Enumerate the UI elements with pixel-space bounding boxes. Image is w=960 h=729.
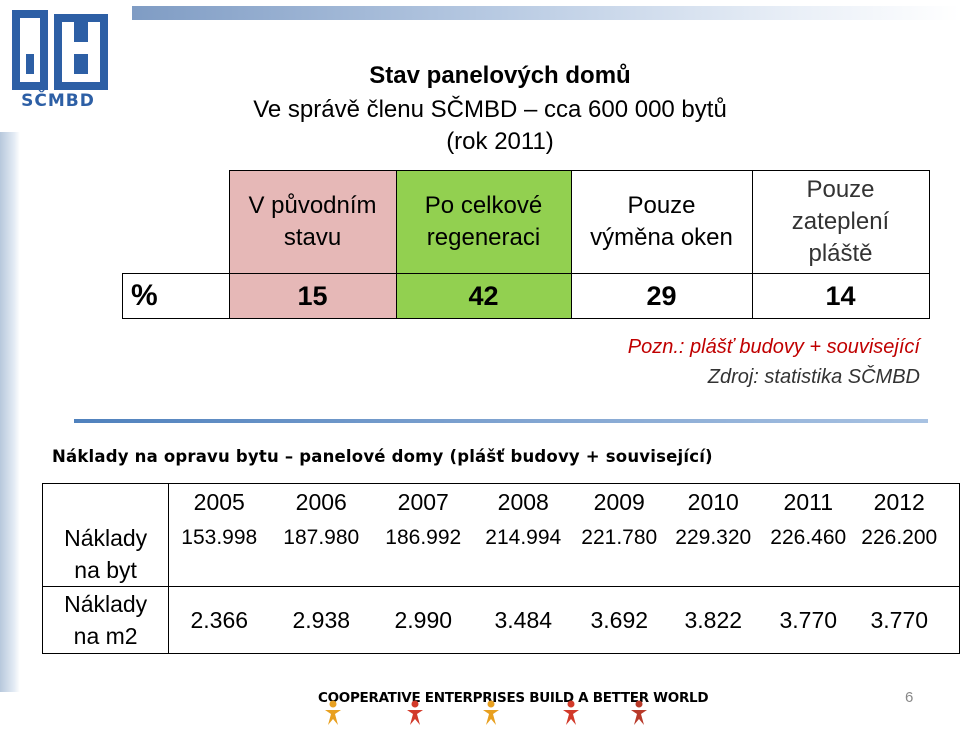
cost-per-m2-cell: 2.366 bbox=[190, 607, 249, 633]
row-label-per-flat: Náklady na byt bbox=[41, 520, 170, 587]
header-original-state: V původním stavu bbox=[228, 170, 397, 274]
cost-per-flat-cell: 186.992 bbox=[385, 526, 462, 549]
costs-row-per-m2: Náklady na m2 2.366 2.938 2.990 3.484 3.692 3… bbox=[41, 586, 960, 654]
costs-title: Náklady na opravu bytu – panelové domy (… bbox=[52, 447, 713, 466]
source-text: Zdroj: statistika SČMBD bbox=[707, 366, 920, 388]
costs-row-per-flat: Náklady na byt 153.998 187.980 186.992 214.… bbox=[41, 520, 960, 587]
costs-years-row: 2005 2006 2007 2008 2009 2010 2011 2012 bbox=[41, 483, 960, 520]
years-cell: 2005 2006 2007 2008 2009 2010 2011 2012 bbox=[168, 483, 960, 520]
cost-per-flat-cell: 229.320 bbox=[675, 526, 752, 549]
year-cell: 2008 bbox=[497, 489, 549, 515]
page-year: (rok 2011) bbox=[446, 128, 554, 155]
status-value-row: % 15 42 29 14 bbox=[122, 273, 930, 319]
percent-label: % bbox=[122, 273, 230, 319]
year-cell: 2010 bbox=[687, 489, 739, 515]
year-cell: 2006 bbox=[295, 489, 347, 515]
values-per-flat-list: 153.998 187.980 186.992 214.994 221.780 229.3… bbox=[169, 520, 959, 556]
year-cell: 2007 bbox=[397, 489, 449, 515]
person-figure-icon bbox=[325, 700, 341, 725]
value-full-regeneration: 42 bbox=[395, 273, 572, 319]
header-window-replacement: Pouze výměna oken bbox=[570, 170, 753, 274]
cost-per-m2-cell: 3.770 bbox=[779, 607, 838, 633]
value-original-state: 15 bbox=[228, 273, 397, 319]
years-label-cell bbox=[41, 483, 170, 520]
cost-per-flat-cell: 187.980 bbox=[283, 526, 360, 549]
cost-per-flat-cell: 226.460 bbox=[770, 526, 847, 549]
year-cell: 2012 bbox=[873, 489, 925, 515]
top-decorative-bar bbox=[132, 6, 960, 20]
status-table: V původním stavu Po celkové regeneraci P… bbox=[122, 170, 930, 319]
cost-per-flat-cell: 214.994 bbox=[485, 526, 562, 549]
page-number: 6 bbox=[905, 689, 914, 706]
header-insulation: Pouze zateplení pláště bbox=[751, 170, 930, 274]
left-decorative-strip bbox=[0, 132, 20, 692]
year-cell: 2005 bbox=[193, 489, 245, 515]
value-window-replacement: 29 bbox=[570, 273, 753, 319]
cost-per-m2-cell: 3.484 bbox=[494, 607, 553, 633]
years-list: 2005 2006 2007 2008 2009 2010 2011 2012 bbox=[169, 484, 959, 520]
page-title: Stav panelových domů bbox=[369, 62, 631, 89]
section-divider bbox=[74, 419, 928, 423]
cost-per-flat-cell: 221.780 bbox=[581, 526, 658, 549]
header-full-regeneration: Po celkové regeneraci bbox=[395, 170, 572, 274]
values-per-m2-list: 2.366 2.938 2.990 3.484 3.692 3.822 3.770 3.770 bbox=[169, 595, 959, 645]
empty-corner-cell bbox=[122, 170, 230, 274]
cost-per-m2-cell: 3.770 bbox=[870, 607, 929, 633]
cost-per-m2-cell: 2.938 bbox=[292, 607, 351, 633]
person-figure-icon bbox=[407, 700, 423, 725]
cost-per-m2-cell: 3.822 bbox=[684, 607, 743, 633]
values-per-m2-cell: 2.366 2.938 2.990 3.484 3.692 3.822 3.770 3.770 bbox=[168, 586, 960, 654]
status-header-row: V původním stavu Po celkové regeneraci P… bbox=[122, 170, 930, 274]
cost-per-m2-cell: 2.990 bbox=[394, 607, 453, 633]
cost-per-m2-cell: 3.692 bbox=[590, 607, 649, 633]
cost-per-flat-cell: 153.998 bbox=[181, 526, 258, 549]
note-text: Pozn.: plášť budovy + související bbox=[627, 336, 920, 358]
values-per-flat-cell: 153.998 187.980 186.992 214.994 221.780 229.3… bbox=[168, 520, 960, 587]
scmbd-logo-icon bbox=[12, 10, 108, 90]
value-insulation: 14 bbox=[751, 273, 930, 319]
person-figure-icon bbox=[563, 700, 579, 725]
year-cell: 2009 bbox=[593, 489, 645, 515]
logo-text: SČMBD bbox=[21, 91, 95, 111]
cost-per-flat-cell: 226.200 bbox=[861, 526, 938, 549]
year-cell: 2011 bbox=[783, 489, 833, 515]
person-figure-icon bbox=[483, 700, 499, 725]
page-subtitle: Ve správě členu SČMBD – cca 600 000 bytů bbox=[253, 96, 727, 123]
row-label-per-m2: Náklady na m2 bbox=[41, 586, 170, 654]
costs-table: 2005 2006 2007 2008 2009 2010 2011 2012 Náklady… bbox=[41, 483, 960, 654]
person-figure-icon bbox=[631, 700, 647, 725]
